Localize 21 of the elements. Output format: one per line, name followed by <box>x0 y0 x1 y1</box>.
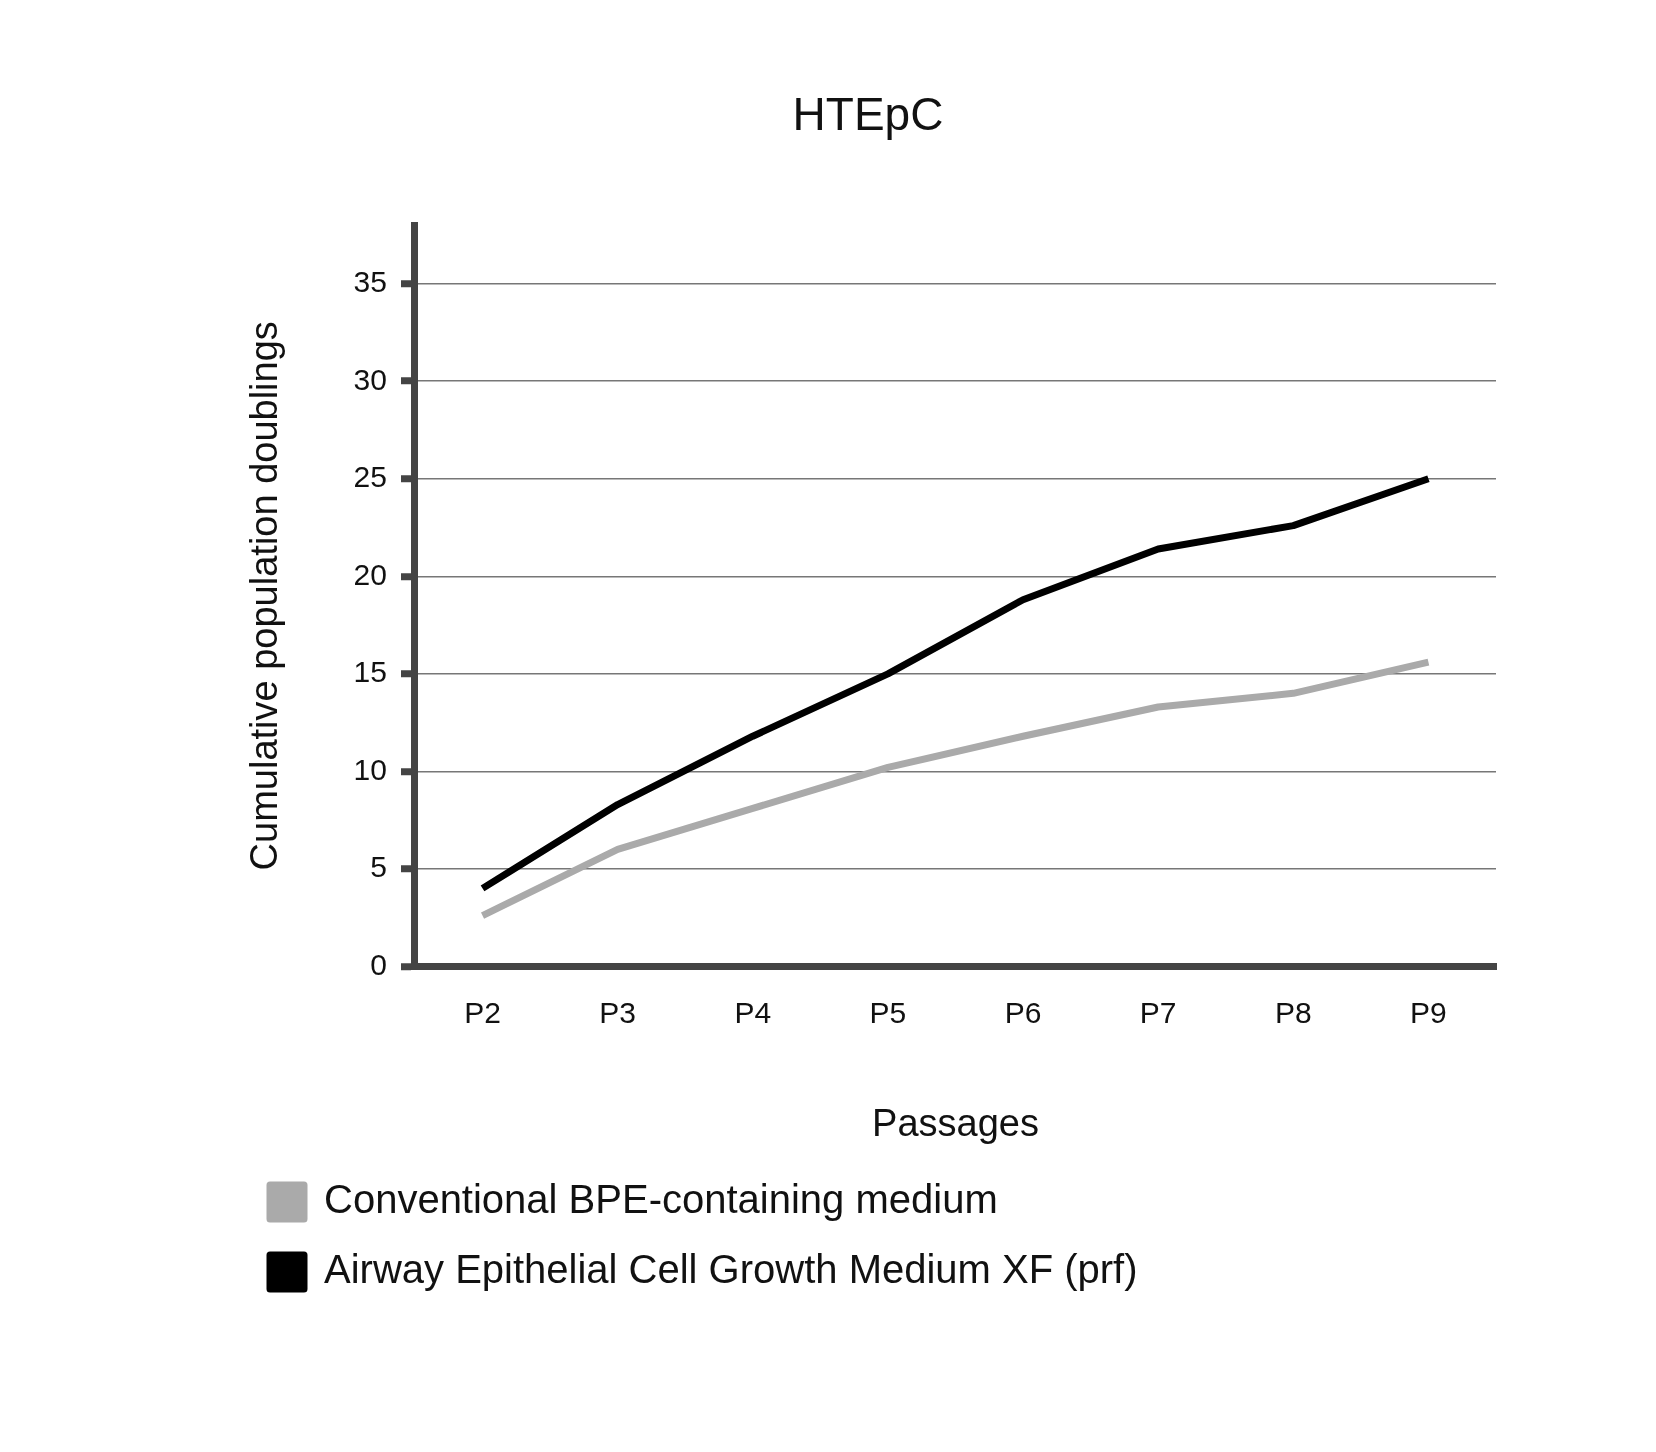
x-tick-label: P3 <box>599 995 637 1029</box>
x-tick-label: P6 <box>1004 995 1042 1029</box>
x-tick-label: P4 <box>734 995 772 1029</box>
y-tick-label: 25 <box>353 460 387 494</box>
x-tick-label: P2 <box>464 995 501 1029</box>
y-tick-label: 35 <box>353 264 387 298</box>
x-tick-label: P5 <box>869 995 907 1029</box>
y-tick-label: 0 <box>370 947 387 981</box>
x-tick-label: P9 <box>1410 995 1447 1029</box>
y-tick-label: 20 <box>353 557 387 591</box>
x-tick-label: P7 <box>1139 995 1177 1029</box>
y-tick-label: 15 <box>353 655 387 689</box>
y-axis-title: Cumulative population doublings <box>243 321 286 871</box>
y-tick-label: 5 <box>370 850 387 884</box>
y-tick-label: 30 <box>353 362 387 396</box>
y-tick-label: 10 <box>353 752 387 786</box>
legend-label: Conventional BPE-containing medium <box>324 1177 998 1222</box>
x-axis-title: Passages <box>872 1101 1039 1144</box>
chart-title: HTEpC <box>792 88 944 141</box>
legend-label: Airway Epithelial Cell Growth Medium XF (prf) <box>324 1247 1138 1292</box>
x-tick-label: P8 <box>1274 995 1312 1029</box>
